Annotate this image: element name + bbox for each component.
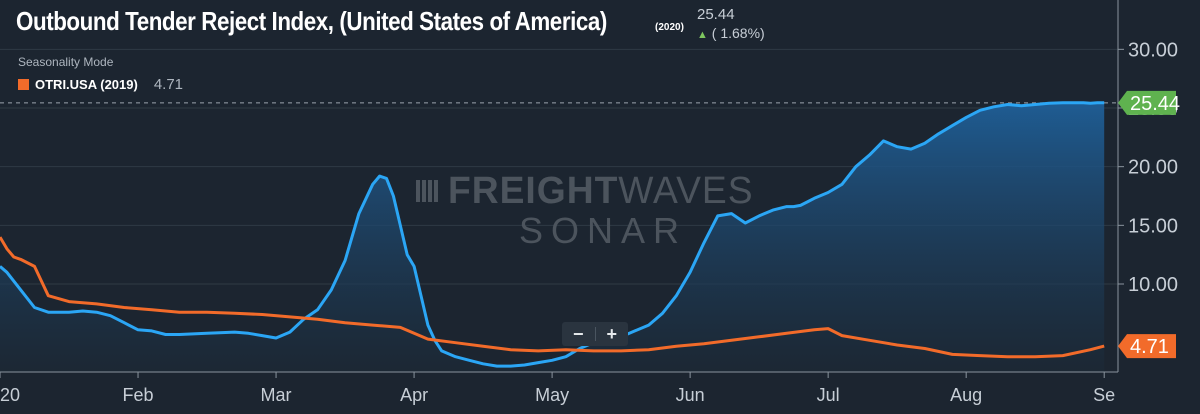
chart-header: Outbound Tender Reject Index, (United St…: [16, 6, 703, 37]
current-value-flag: 25.44: [1118, 90, 1180, 115]
x-tick-label: 20: [0, 385, 20, 405]
legend-swatch: [18, 79, 29, 90]
axes: 10.0015.0020.0025.0030.0020FebMarAprMayJ…: [0, 0, 1180, 405]
series-area-2020: [0, 102, 1105, 373]
legend-name: OTRI.USA (2019): [35, 77, 138, 92]
x-tick-label: Aug: [950, 385, 982, 405]
series-lines: [0, 101, 1105, 368]
watermark-bold: FREIGHT: [448, 170, 619, 212]
watermark-freightwaves: FREIGHTWAVES: [448, 170, 754, 213]
watermark-light: WAVES: [618, 170, 754, 212]
flag-shape: [1118, 90, 1176, 115]
year-tag: (2020): [655, 22, 684, 33]
y-tick-label: 15.00: [1128, 215, 1178, 237]
current-value-flag: 4.71: [1118, 334, 1176, 359]
flag-label: 4.71: [1130, 336, 1169, 358]
series-line-2019: [0, 236, 1105, 359]
y-tick-label: 30.00: [1128, 39, 1178, 61]
flag-label: 25.44: [1130, 93, 1180, 115]
series-line-2020: [0, 101, 1105, 368]
x-tick-label: Mar: [261, 385, 292, 405]
area-fill: [0, 102, 1105, 373]
zoom-in-button[interactable]: +: [606, 324, 617, 344]
freightwaves-logo-icon: [416, 180, 438, 202]
y-tick-label: 20.00: [1128, 157, 1178, 179]
chart-title: Outbound Tender Reject Index, (United St…: [16, 6, 607, 36]
change-text: ( 1.68%): [711, 25, 765, 41]
current-value: 25.44: [697, 6, 735, 23]
x-tick-label: Se: [1093, 385, 1115, 405]
x-tick-label: Jul: [817, 385, 840, 405]
x-tick-label: May: [535, 385, 569, 405]
zoom-divider: [594, 327, 596, 341]
legend-value: 4.71: [153, 76, 184, 93]
change-indicator: ▲ ( 1.68%): [697, 25, 765, 41]
x-tick-label: Jun: [676, 385, 705, 405]
up-arrow-icon: ▲: [697, 29, 708, 41]
legend-item-2019[interactable]: OTRI.USA (2019) 4.71: [18, 76, 183, 93]
seasonality-mode-label: Seasonality Mode: [18, 55, 114, 69]
y-tick-label: 10.00: [1128, 274, 1178, 296]
watermark-sonar: SONAR: [519, 210, 688, 251]
x-tick-label: Feb: [123, 385, 154, 405]
zoom-controls: − +: [562, 322, 628, 346]
zoom-out-button[interactable]: −: [572, 324, 584, 344]
flag-shape: [1118, 334, 1176, 359]
x-tick-label: Apr: [400, 385, 428, 405]
